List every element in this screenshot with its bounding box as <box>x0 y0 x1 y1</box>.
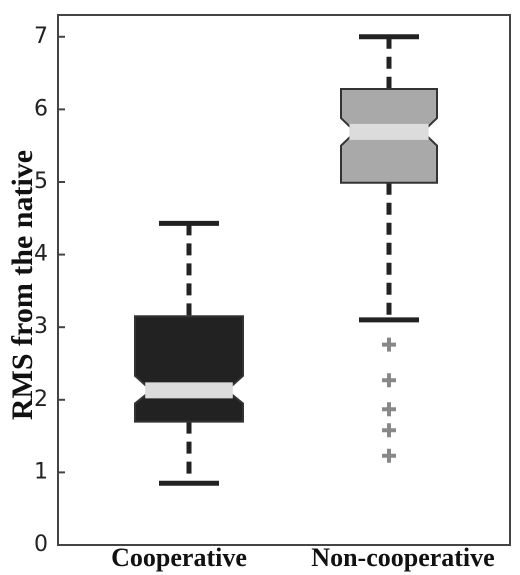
y-tick-label: 5 <box>34 169 48 194</box>
outlier <box>382 423 396 438</box>
x-tick-label: Cooperative <box>111 543 247 572</box>
plot-frame <box>57 14 511 546</box>
y-tick-label: 4 <box>34 242 48 267</box>
outlier <box>382 373 396 388</box>
y-tick-label: 3 <box>34 314 48 339</box>
y-tick-label: 2 <box>34 387 48 412</box>
box <box>134 315 244 423</box>
outlier <box>382 402 396 417</box>
y-tick-label: 0 <box>34 532 48 557</box>
median <box>349 123 429 140</box>
x-tick-label: Non-cooperative <box>311 543 494 572</box>
y-axis-label: RMS from the native <box>6 150 39 420</box>
y-tick-label: 7 <box>34 24 48 49</box>
median <box>145 382 233 399</box>
outlier <box>382 448 396 463</box>
y-tick-label: 1 <box>34 459 48 484</box>
outlier <box>382 337 396 352</box>
y-tick-label: 6 <box>34 96 48 121</box>
